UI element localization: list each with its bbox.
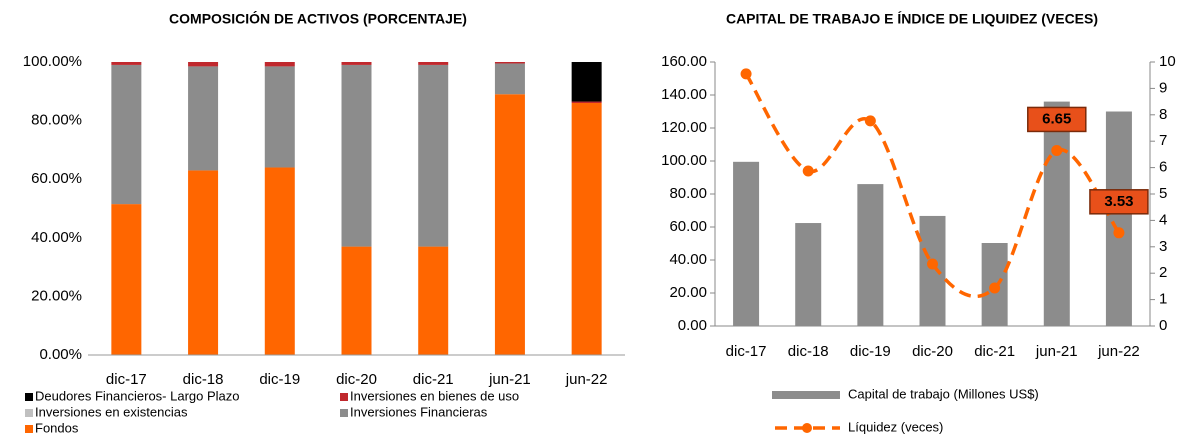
- bar-segment: [188, 170, 219, 355]
- line-marker: [802, 165, 814, 177]
- legend-swatch: [340, 409, 348, 417]
- y-tick-label: 140.00: [661, 86, 707, 103]
- bar-segment: [111, 62, 142, 65]
- bar-segment: [571, 62, 602, 102]
- bar-segment: [111, 204, 142, 355]
- y-tick-label: 100.00: [661, 152, 707, 169]
- bar-segment: [341, 246, 372, 355]
- y-tick-label: 60.00: [669, 218, 707, 235]
- y2-tick-label: 3: [1159, 238, 1167, 255]
- y2-tick-label: 0: [1159, 317, 1167, 334]
- line-marker: [1051, 144, 1063, 156]
- bar-segment: [494, 94, 525, 355]
- y2-tick-label: 8: [1159, 106, 1167, 123]
- legend-label: Inversiones Financieras: [350, 404, 488, 419]
- y-tick-label: 40.00: [669, 251, 707, 268]
- bar-segment: [571, 101, 602, 104]
- x-tick-label: jun-22: [565, 371, 608, 388]
- y2-tick-label: 10: [1159, 53, 1176, 70]
- y-tick-label: 40.00%: [31, 229, 82, 246]
- x-tick-label: dic-21: [974, 343, 1015, 360]
- data-label-box: [1089, 189, 1149, 215]
- x-tick-label: dic-20: [336, 371, 377, 388]
- x-tick-label: dic-17: [726, 343, 767, 360]
- legend-swatch: [25, 425, 33, 433]
- x-tick-label: dic-19: [259, 371, 300, 388]
- y-tick-label: 100.00%: [23, 53, 82, 70]
- y2-tick-label: 4: [1159, 211, 1167, 228]
- data-label: 3.53: [1104, 193, 1133, 210]
- legend-label: Deudores Financieros- Largo Plazo: [35, 388, 240, 403]
- line-marker: [1113, 227, 1125, 239]
- y2-tick-label: 2: [1159, 264, 1167, 281]
- bar-segment: [418, 62, 449, 65]
- x-tick-label: jun-21: [1035, 343, 1078, 360]
- y-tick-label: 0.00%: [39, 346, 82, 363]
- y-tick-label: 80.00: [669, 185, 707, 202]
- y-tick-label: 60.00%: [31, 170, 82, 187]
- bar: [919, 215, 946, 326]
- x-tick-label: dic-18: [183, 371, 224, 388]
- y2-tick-label: 9: [1159, 79, 1167, 96]
- chart-title: CAPITAL DE TRABAJO E ÍNDICE DE LIQUIDEZ …: [726, 11, 1098, 27]
- bar-segment: [188, 62, 219, 67]
- x-tick-label: dic-21: [413, 371, 454, 388]
- y-tick-label: 20.00: [669, 284, 707, 301]
- bar: [1105, 111, 1132, 326]
- x-tick-label: dic-17: [106, 371, 147, 388]
- y2-tick-label: 7: [1159, 132, 1167, 149]
- bar-segment: [188, 66, 219, 171]
- chart-title: COMPOSICIÓN DE ACTIVOS (PORCENTAJE): [169, 10, 467, 27]
- legend-label: Líquidez (veces): [848, 419, 943, 434]
- bar-segment: [418, 64, 449, 247]
- line-marker: [864, 115, 876, 127]
- bar-segment: [418, 246, 449, 355]
- bar-segment: [264, 66, 295, 168]
- y-tick-label: 160.00: [661, 53, 707, 70]
- x-tick-label: dic-18: [788, 343, 829, 360]
- legend-label: Inversiones en bienes de uso: [350, 388, 519, 403]
- legend-label: Inversiones en existencias: [35, 404, 188, 419]
- y-tick-label: 20.00%: [31, 287, 82, 304]
- line-marker: [989, 282, 1001, 294]
- bar-segment: [341, 64, 372, 247]
- bar-segment: [341, 62, 372, 65]
- y2-tick-label: 6: [1159, 159, 1167, 176]
- bar: [733, 161, 760, 326]
- x-tick-label: dic-19: [850, 343, 891, 360]
- data-label-box: [1027, 106, 1087, 133]
- y-tick-label: 0.00: [678, 317, 707, 334]
- legend-marker: [802, 423, 812, 433]
- legend-swatch: [772, 391, 840, 399]
- line-marker: [927, 258, 938, 270]
- y2-tick-label: 5: [1159, 185, 1167, 202]
- legend-label: Capital de trabajo (Millones US$): [848, 386, 1039, 401]
- x-tick-label: dic-20: [912, 343, 953, 360]
- y-tick-label: 80.00%: [31, 112, 82, 129]
- x-tick-label: jun-21: [488, 371, 531, 388]
- line-marker: [740, 68, 752, 80]
- bar-segment: [111, 64, 142, 205]
- legend-swatch: [340, 393, 348, 401]
- bar-segment: [264, 167, 295, 355]
- legend-swatch: [25, 393, 33, 401]
- legend-swatch: [25, 409, 33, 417]
- legend-label: Fondos: [35, 420, 79, 435]
- bar: [795, 223, 822, 326]
- data-label: 6.65: [1042, 110, 1071, 127]
- y2-tick-label: 1: [1159, 291, 1167, 308]
- y-tick-label: 120.00: [661, 119, 707, 136]
- bar-segment: [264, 62, 295, 67]
- bar-segment: [494, 62, 525, 64]
- bar-segment: [571, 103, 602, 356]
- x-tick-label: jun-22: [1097, 343, 1140, 360]
- bar: [1043, 101, 1070, 326]
- bar-segment: [494, 63, 525, 95]
- bar: [857, 184, 884, 326]
